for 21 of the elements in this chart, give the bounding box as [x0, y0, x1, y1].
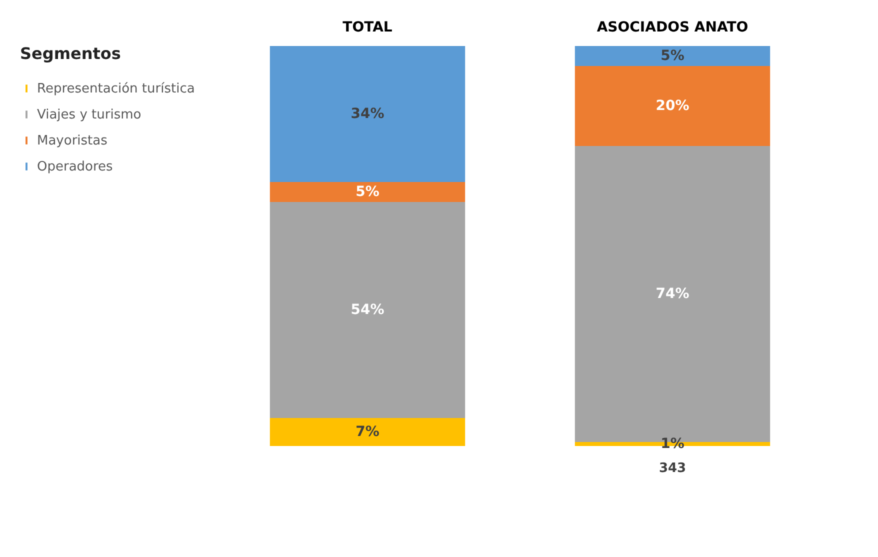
text: 343	[658, 461, 686, 476]
legend-label: Mayoristas	[37, 134, 108, 148]
data-label: 5%	[356, 184, 380, 200]
x-tick-label: TOTAL	[342, 20, 392, 36]
legend-label: Viajes y turismo	[37, 108, 142, 122]
data-label: 20%	[656, 98, 690, 114]
data-label: 54%	[350, 302, 384, 318]
legend-label: Operadores	[37, 160, 114, 174]
bar	[574, 66, 770, 146]
legend-label: Representación turística	[37, 82, 195, 96]
bar	[270, 182, 466, 202]
data-label: 7%	[356, 424, 380, 440]
bar	[574, 46, 770, 66]
data-label: 34%	[350, 106, 384, 122]
legend-title: Segmentos	[20, 44, 121, 63]
bar	[270, 418, 466, 446]
bar	[270, 46, 466, 182]
data-label: 5%	[660, 48, 684, 64]
data-label: 74%	[656, 286, 690, 302]
x-tick-label: ASOCIADOS ANATO	[596, 20, 748, 36]
bar	[270, 202, 466, 418]
